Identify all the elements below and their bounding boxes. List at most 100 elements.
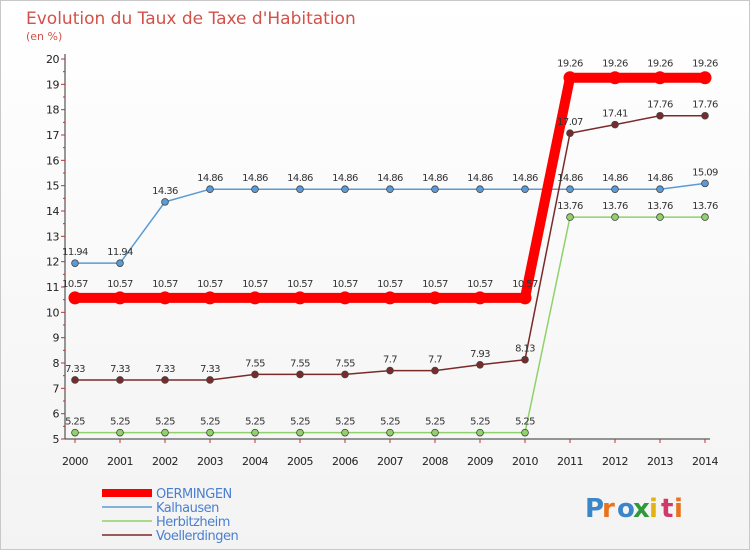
data-label: 5.25 xyxy=(380,417,400,428)
data-point xyxy=(608,71,622,85)
data-point xyxy=(71,376,79,384)
data-point xyxy=(203,291,217,305)
data-label: 7.7 xyxy=(383,355,397,366)
data-label: 5.25 xyxy=(155,417,175,428)
data-point xyxy=(341,185,349,194)
x-tick-label: 2007 xyxy=(377,455,403,468)
data-point xyxy=(116,376,124,384)
data-label: 14.86 xyxy=(332,173,358,184)
legend-label: Kalhausen xyxy=(156,501,219,516)
data-label: 5.25 xyxy=(245,417,265,428)
data-point xyxy=(611,185,619,194)
y-tick-label: 11 xyxy=(46,281,59,294)
data-label: 5.25 xyxy=(65,417,85,428)
data-label: 14.86 xyxy=(242,173,268,184)
data-label: 8.13 xyxy=(515,344,535,355)
data-label: 19.26 xyxy=(602,59,628,70)
data-label: 7.93 xyxy=(470,349,490,360)
data-label: 7.55 xyxy=(335,358,355,369)
data-label: 14.86 xyxy=(647,173,673,184)
data-label: 14.86 xyxy=(422,173,448,184)
data-label: 5.25 xyxy=(110,417,130,428)
x-tick-label: 2006 xyxy=(332,455,358,468)
legend-label: Herbitzheim xyxy=(156,515,230,530)
legend-label: Voellerdingen xyxy=(156,529,239,544)
data-point xyxy=(566,213,574,221)
data-point xyxy=(701,111,709,120)
data-point xyxy=(476,360,484,369)
chart-subtitle: (en %) xyxy=(26,30,62,43)
data-label: 10.57 xyxy=(152,279,178,290)
data-point xyxy=(113,291,127,305)
series-oermingen xyxy=(68,71,712,305)
data-label: 10.57 xyxy=(467,279,493,290)
y-tick-label: 18 xyxy=(46,104,59,117)
series-herbitzheim xyxy=(71,213,709,437)
data-point xyxy=(383,291,397,305)
y-tick-label: 12 xyxy=(46,256,59,269)
x-tick-label: 2011 xyxy=(557,455,583,468)
data-point xyxy=(71,259,79,267)
data-point xyxy=(476,185,484,194)
y-tick-label: 15 xyxy=(46,180,59,193)
data-point xyxy=(563,71,577,85)
data-label: 13.76 xyxy=(692,201,718,212)
data-point xyxy=(566,185,574,194)
data-point xyxy=(341,428,349,437)
data-point xyxy=(386,185,394,194)
series-layer xyxy=(68,71,712,437)
x-tick-label: 2000 xyxy=(62,455,88,468)
logo-letter: r xyxy=(602,494,615,524)
data-point xyxy=(206,185,214,194)
data-point xyxy=(521,185,529,194)
data-point xyxy=(161,376,169,384)
data-label: 11.94 xyxy=(62,247,88,258)
x-tick-label: 2014 xyxy=(692,455,718,468)
logo-letter: t xyxy=(661,494,673,524)
data-label: 5.25 xyxy=(470,417,490,428)
legend-label: OERMINGEN xyxy=(156,487,232,502)
data-label: 13.76 xyxy=(557,201,583,212)
data-point xyxy=(431,366,439,375)
data-label: 7.33 xyxy=(65,364,85,375)
x-tick-label: 2008 xyxy=(422,455,448,468)
y-tick-label: 8 xyxy=(53,357,60,370)
y-tick-label: 5 xyxy=(53,433,60,446)
data-point xyxy=(656,111,664,120)
data-label: 17.41 xyxy=(602,109,628,120)
data-label: 5.25 xyxy=(335,417,355,428)
data-label: 19.26 xyxy=(647,59,673,70)
data-point xyxy=(611,213,619,221)
data-labels: 10.57 10.57 10.57 10.57 10.57 10.57 10.57 10.57… xyxy=(62,59,718,428)
data-point xyxy=(251,370,259,379)
data-label: 15.09 xyxy=(692,167,718,178)
data-label: 14.86 xyxy=(197,173,223,184)
x-tick-label: 2001 xyxy=(107,455,133,468)
data-label: 14.36 xyxy=(152,186,178,197)
x-tick-label: 2004 xyxy=(242,455,268,468)
x-tick-label: 2003 xyxy=(197,455,223,468)
data-label: 19.26 xyxy=(557,59,583,70)
series-voellerdingen xyxy=(71,111,709,384)
data-point xyxy=(386,428,394,437)
data-label: 7.7 xyxy=(428,355,442,366)
data-point xyxy=(161,198,169,206)
data-point xyxy=(521,428,529,437)
y-tick-label: 7 xyxy=(53,382,60,395)
data-point xyxy=(206,376,214,384)
data-label: 14.86 xyxy=(512,173,538,184)
data-label: 7.33 xyxy=(200,364,220,375)
data-point xyxy=(566,129,574,138)
series-line xyxy=(75,216,705,434)
data-label: 10.57 xyxy=(377,279,403,290)
data-label: 5.25 xyxy=(290,417,310,428)
data-point xyxy=(296,185,304,194)
data-label: 5.25 xyxy=(425,417,445,428)
data-point xyxy=(653,71,667,85)
data-label: 10.57 xyxy=(197,279,223,290)
data-point xyxy=(293,291,307,305)
logo-letter: x xyxy=(633,494,650,524)
data-point xyxy=(386,366,394,375)
